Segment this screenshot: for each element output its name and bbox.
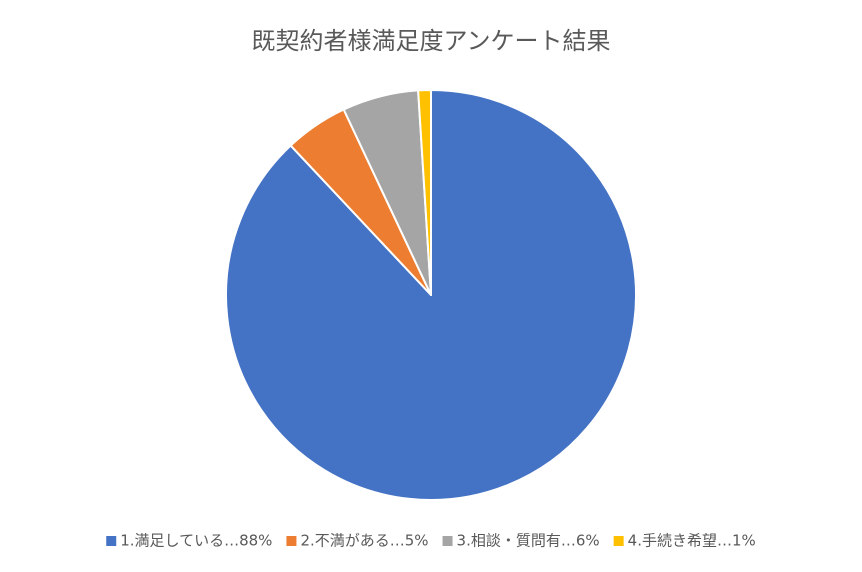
legend-label: 3.相談・質問有…6% [457,532,600,550]
legend-swatch [442,536,453,546]
legend-swatch [106,536,117,546]
legend-label: 2.不満がある…5% [300,532,428,550]
chart-title: 既契約者様満足度アンケート結果 [251,27,610,55]
pie-slice [417,89,432,296]
legend-swatch [286,536,297,546]
legend: 1.満足している…88% 2.不満がある…5% 3.相談・質問有…6% 4.手続き希望… [106,532,756,550]
legend-label: 1.満足している…88% [120,532,272,550]
legend-label: 4.手続き希望…1% [628,532,756,550]
legend-swatch [613,536,624,546]
